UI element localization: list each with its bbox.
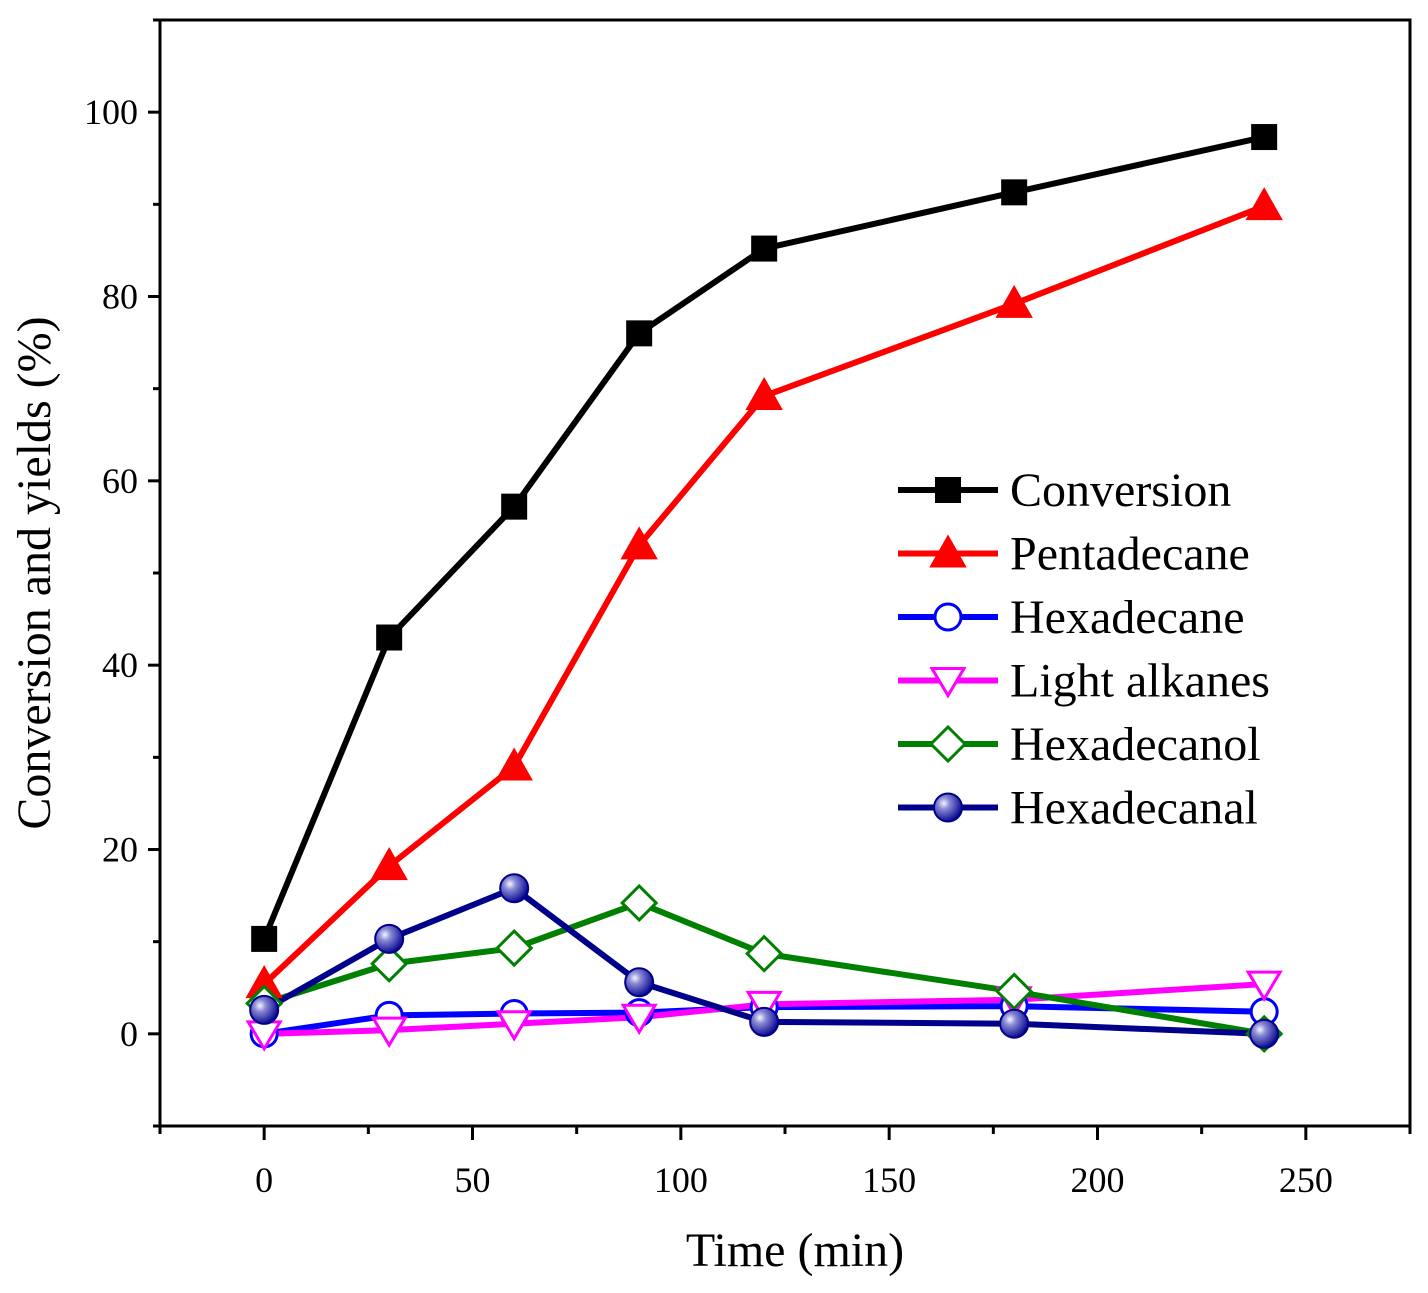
point-conversion bbox=[626, 320, 653, 347]
point-hexadecanol bbox=[370, 944, 409, 983]
x-tick-label: 200 bbox=[1071, 1160, 1125, 1200]
y-tick-label: 80 bbox=[102, 277, 138, 317]
point-hexadecanal bbox=[499, 873, 530, 904]
legend-marker-hexadecanal bbox=[933, 792, 963, 823]
point-hexadecanol bbox=[995, 972, 1034, 1011]
legend: Conversion Pentadecane Hexadecane Light alk… bbox=[898, 464, 1270, 835]
point-conversion bbox=[751, 235, 778, 262]
point-pentadecane bbox=[620, 526, 658, 560]
point-pentadecane bbox=[1245, 187, 1283, 221]
x-axis-title: Time (min) bbox=[686, 1224, 904, 1277]
x-tick-label: 50 bbox=[455, 1160, 491, 1200]
point-hexadecanol bbox=[620, 883, 659, 923]
legend-label-light-alkanes: Light alkanes bbox=[1010, 655, 1270, 708]
y-tick-label: 20 bbox=[102, 830, 138, 870]
point-hexadecanal bbox=[749, 1006, 780, 1037]
point-pentadecane bbox=[495, 747, 533, 781]
series-layer bbox=[245, 124, 1284, 1053]
point-light-alkanes bbox=[1245, 970, 1283, 1003]
point-pentadecane bbox=[370, 847, 408, 881]
point-conversion bbox=[376, 624, 403, 651]
y-tick-label: 40 bbox=[102, 645, 138, 685]
point-conversion bbox=[1251, 124, 1278, 151]
point-pentadecane bbox=[745, 377, 783, 411]
legend-label-hexadecane: Hexadecane bbox=[1010, 591, 1245, 644]
legend-marker-hexadecanol bbox=[928, 724, 968, 764]
y-tick-label: 60 bbox=[102, 461, 138, 501]
x-tick-label: 250 bbox=[1279, 1160, 1333, 1200]
legend-marker-pentadecane bbox=[929, 534, 967, 568]
point-light-alkanes bbox=[495, 1010, 533, 1042]
point-hexadecanol bbox=[745, 934, 784, 973]
legend-label-hexadecanal: Hexadecanal bbox=[1010, 782, 1258, 835]
point-light-alkanes bbox=[620, 1003, 658, 1036]
x-tick-label: 150 bbox=[862, 1160, 916, 1200]
point-conversion bbox=[251, 925, 278, 952]
point-hexadecanol bbox=[495, 928, 534, 968]
legend-marker-hexadecane bbox=[933, 602, 963, 632]
point-light-alkanes bbox=[370, 1016, 408, 1049]
point-hexadecanal bbox=[999, 1008, 1030, 1039]
point-conversion bbox=[1001, 179, 1028, 206]
point-hexadecanal bbox=[1249, 1018, 1280, 1049]
x-tick-label: 100 bbox=[654, 1160, 708, 1200]
y-tick-label: 100 bbox=[84, 92, 138, 132]
legend-marker-conversion bbox=[935, 477, 961, 503]
point-pentadecane bbox=[995, 284, 1033, 318]
point-hexadecanal bbox=[624, 967, 655, 998]
y-axis-title: Conversion and yields (%) bbox=[8, 316, 61, 829]
y-axis: 0 20 40 60 80 100 bbox=[84, 18, 160, 1128]
point-hexadecanal bbox=[249, 994, 280, 1025]
legend-label-conversion: Conversion bbox=[1010, 464, 1231, 517]
point-hexadecanal bbox=[374, 923, 405, 954]
legend-label-pentadecane: Pentadecane bbox=[1010, 528, 1250, 581]
x-axis: 0 50 100 150 200 250 bbox=[158, 1126, 1412, 1200]
y-tick-label: 0 bbox=[120, 1014, 138, 1054]
point-light-alkanes bbox=[745, 990, 783, 1023]
x-tick-label: 0 bbox=[255, 1160, 273, 1200]
point-conversion bbox=[501, 493, 528, 520]
legend-marker-light-alkanes bbox=[929, 667, 967, 699]
legend-label-hexadecanol: Hexadecanol bbox=[1010, 718, 1261, 771]
